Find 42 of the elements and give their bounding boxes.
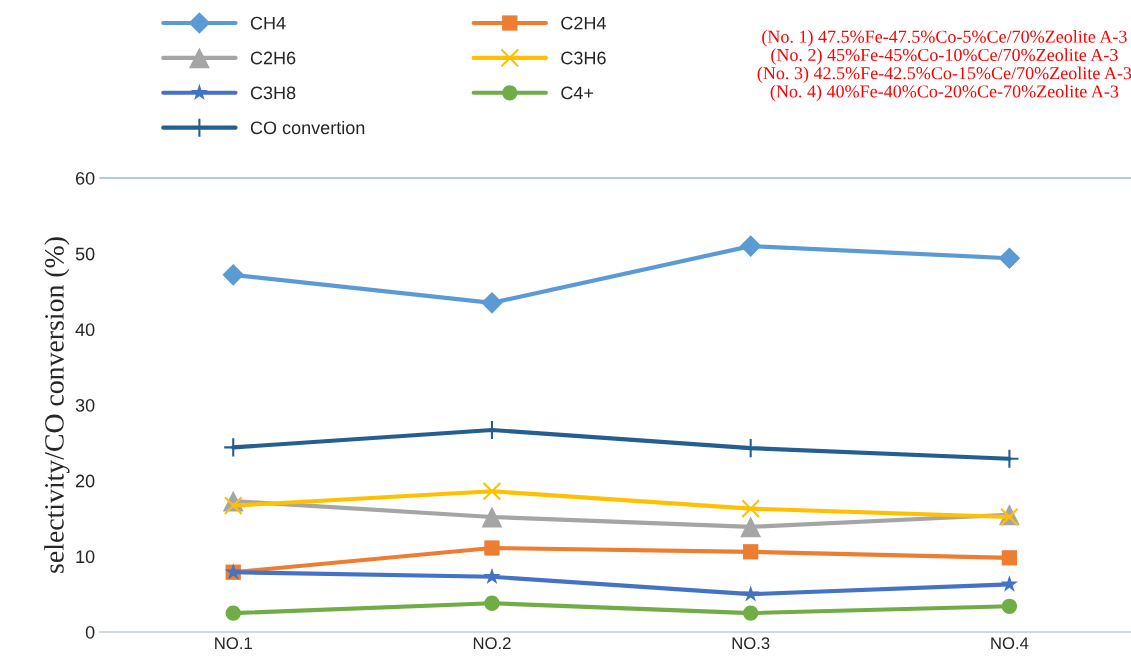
point bbox=[741, 499, 761, 519]
legend-label: C2H6 bbox=[250, 51, 296, 65]
point bbox=[223, 496, 243, 516]
legend-label: CO convertion bbox=[250, 120, 365, 135]
point bbox=[1001, 598, 1018, 614]
point bbox=[222, 264, 245, 286]
point bbox=[481, 292, 503, 314]
point bbox=[742, 585, 760, 602]
point bbox=[739, 235, 762, 257]
y-tick-label: 0 bbox=[85, 625, 95, 639]
y-tick-label: 20 bbox=[75, 474, 95, 488]
point bbox=[998, 247, 1021, 270]
legend-label: CH4 bbox=[250, 16, 286, 30]
point bbox=[483, 567, 501, 585]
legend-label: C3H6 bbox=[561, 51, 606, 65]
text: (No. 2) 45%Fe-45%Co-10%Ce/70%Zeolite A-3 bbox=[771, 48, 1118, 65]
legend-label: C2H4 bbox=[561, 16, 606, 30]
text: (No. 4) 40%Fe-40%Co-20%Ce-70%Zeolite A-3 bbox=[770, 84, 1119, 102]
x-tick-label: NO.2 bbox=[473, 637, 511, 650]
text: (No. 1) 47.5%Fe-47.5%Co-5%Ce/70%Zeolite A-3 bbox=[762, 30, 1127, 47]
y-tick-label: 50 bbox=[75, 247, 95, 261]
legend-label: C3H8 bbox=[250, 86, 296, 100]
point bbox=[481, 506, 503, 528]
point bbox=[743, 605, 759, 621]
y-tick-label: 40 bbox=[75, 323, 95, 337]
x-tick-label: NO.3 bbox=[732, 637, 770, 650]
x-tick-label: NO.4 bbox=[991, 637, 1029, 650]
y-tick-label: 30 bbox=[75, 398, 95, 412]
point bbox=[1000, 575, 1018, 592]
x-tick-label: NO.1 bbox=[215, 637, 252, 650]
text: (No. 3) 42.5%Fe-42.5%Co-15%Ce/70%Zeolite A-3 bbox=[757, 66, 1131, 83]
point bbox=[743, 544, 759, 560]
legend-label: C4+ bbox=[561, 86, 594, 100]
point bbox=[1001, 550, 1018, 566]
point bbox=[484, 540, 500, 556]
point bbox=[225, 605, 241, 621]
y-tick-label: 60 bbox=[75, 171, 95, 185]
point bbox=[482, 481, 502, 501]
y-tick-label: 10 bbox=[76, 550, 95, 564]
point bbox=[740, 516, 762, 538]
y-axis-title: selectivity/CO conversion (%) bbox=[44, 237, 70, 573]
point bbox=[484, 595, 500, 611]
